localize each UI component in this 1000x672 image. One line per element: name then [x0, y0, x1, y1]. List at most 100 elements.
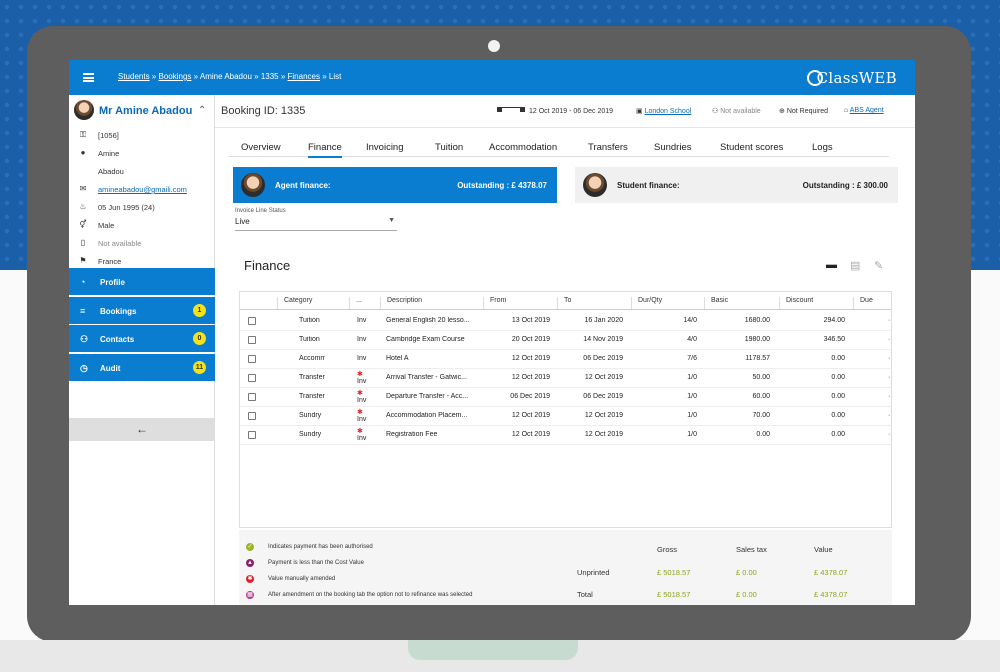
sidebar-item-contacts[interactable]: ⚇ Contacts 0	[69, 325, 215, 352]
school[interactable]: ▣ London School	[636, 107, 691, 115]
agent-link[interactable]: ABS Agent	[849, 107, 884, 114]
cell-basic: 1980.00	[744, 336, 770, 343]
row-checkbox[interactable]	[248, 412, 256, 420]
sidebar: Mr Amine Abadou ⌃ ⚿ [1056] ● Amine Abadou ✉ am…	[69, 95, 215, 605]
table-row[interactable]: Accommo... Inv Hotel A 12 Oct 2019 06 Dec 20…	[240, 350, 891, 369]
summary-value: £ 4378.07	[814, 590, 848, 599]
cell-discount: 0.00	[831, 431, 845, 438]
cell-category: Tuition	[299, 317, 320, 324]
column-header[interactable]: Discount	[779, 297, 813, 309]
tab-transfers[interactable]: Transfers	[588, 142, 628, 153]
sidebar-item-profile[interactable]: ◔ Profile	[69, 268, 215, 295]
collapse-sidebar-button[interactable]: ←	[69, 418, 215, 441]
profile-icon: ◔	[80, 277, 86, 287]
row-checkbox[interactable]	[248, 336, 256, 344]
cell-to: 12 Oct 2019	[584, 374, 623, 381]
agent[interactable]: ⌂ ABS Agent	[844, 107, 884, 114]
cell-from: 12 Oct 2019	[511, 431, 550, 438]
student-finance-label: Student finance:	[617, 181, 680, 190]
column-header[interactable]: Basic	[704, 297, 728, 309]
row-checkbox[interactable]	[248, 374, 256, 382]
invoice-status-label: Invoice Line Status	[235, 208, 286, 214]
legend-icon: ✱	[246, 575, 254, 583]
column-header[interactable]: Category	[277, 297, 312, 309]
breadcrumb-item[interactable]: Finances	[287, 72, 320, 81]
edit-icon[interactable]: ✎	[874, 260, 884, 272]
booking-dates: 12 Oct 2019 - 06 Dec 2019	[529, 108, 614, 115]
cell-to: 12 Oct 2019	[584, 431, 623, 438]
summary-gross: £ 5018.57	[657, 590, 691, 599]
column-header[interactable]: Description	[380, 297, 422, 309]
row-overflow: ·	[888, 336, 891, 343]
row-checkbox[interactable]	[248, 355, 256, 363]
agent-icon: ⌂	[844, 107, 850, 114]
breadcrumb-separator: »	[251, 72, 261, 81]
breadcrumb-item[interactable]: Bookings	[158, 72, 192, 81]
agent-finance-card[interactable]: Agent finance: Outstanding : £ 4378.07	[233, 167, 557, 203]
cell-to: 12 Oct 2019	[584, 412, 623, 419]
logo-ring-icon	[806, 70, 823, 86]
breadcrumb-separator: »	[278, 72, 288, 81]
cell-description: Registration Fee	[386, 431, 438, 438]
cell-type: Inv	[357, 355, 367, 362]
tab-logs[interactable]: Logs	[812, 142, 833, 153]
amended-icon: ✱	[357, 371, 363, 378]
cell-description: Arrival Transfer - Gatwic...	[386, 374, 467, 381]
table-row[interactable]: Tuition Inv General English 20 lesso... 13 …	[240, 312, 891, 331]
cell-type: Inv	[357, 397, 367, 404]
summary-value: £ 4378.07	[814, 568, 848, 577]
column-header[interactable]: ...	[349, 297, 362, 309]
invoice-status-select[interactable]: Live ▼	[235, 217, 397, 231]
cell-discount: 0.00	[831, 355, 845, 362]
tab-finance[interactable]: Finance	[308, 142, 342, 158]
column-header[interactable]: Dur/Qty	[631, 297, 662, 309]
info-text: Not available	[98, 239, 142, 248]
table-row[interactable]: Transfer Inv Arrival Transfer - Gatwic... 1…	[240, 369, 891, 388]
school-link[interactable]: London School	[644, 108, 692, 115]
info-text: France	[98, 257, 122, 266]
row-checkbox[interactable]	[248, 317, 256, 325]
tab-student-scores[interactable]: Student scores	[720, 142, 784, 153]
cell-from: 13 Oct 2019	[511, 317, 550, 324]
key-icon: ⚿	[79, 130, 87, 139]
user-icon: ●	[80, 148, 86, 157]
summary-tax: £ 0.00	[736, 568, 757, 577]
row-checkbox[interactable]	[248, 393, 256, 401]
table-row[interactable]: Sundry Inv Registration Fee 12 Oct 2019 12 O…	[240, 426, 891, 445]
legend-icon: ✓	[246, 543, 254, 551]
sidebar-item-label: Contacts	[100, 335, 135, 344]
breadcrumb-item[interactable]: Students	[118, 72, 150, 81]
tab-sundries[interactable]: Sundries	[654, 142, 692, 153]
tab-tuition[interactable]: Tuition	[435, 142, 464, 153]
tab-accommodation[interactable]: Accommodation	[489, 142, 558, 153]
info-row: ♨ 05 Jun 1995 (24)	[69, 200, 215, 217]
cell-from: 12 Oct 2019	[511, 412, 550, 419]
sidebar-item-audit[interactable]: ◷ Audit 11	[69, 353, 215, 381]
tab-bar: Overview Finance Invoicing Tuition Accommoda…	[229, 137, 889, 158]
logo-text: lassWEB	[828, 69, 897, 87]
column-header[interactable]: From	[483, 297, 506, 309]
document-icon[interactable]: ▤	[850, 260, 861, 272]
table-row[interactable]: Tuition Inv Cambridge Exam Course 20 Oct 20…	[240, 331, 891, 350]
amended-icon: ✱	[357, 409, 363, 416]
tab-invoicing[interactable]: Invoicing	[366, 142, 404, 153]
column-header[interactable]: To	[557, 297, 571, 309]
column-header[interactable]: Due	[853, 297, 873, 309]
row-checkbox[interactable]	[248, 431, 256, 439]
table-row[interactable]: Transfer Inv Departure Transfer - Acc... 06…	[240, 388, 891, 407]
table-row[interactable]: Sundry Inv Accommodation Placem... 12 Oct 2…	[240, 407, 891, 426]
agent-outstanding: Outstanding : £ 4378.07	[457, 181, 547, 190]
tab-overview[interactable]: Overview	[241, 142, 281, 153]
student-finance-card[interactable]: Student finance: Outstanding : £ 300.00	[575, 167, 898, 203]
menu-icon[interactable]	[83, 73, 94, 82]
legend-text: Value manually amended	[268, 576, 336, 582]
summary-row-label: Unprinted	[577, 568, 610, 577]
comment-icon[interactable]: ▬	[826, 259, 837, 271]
summary-tax: £ 0.00	[736, 590, 757, 599]
cell-discount: 294.00	[823, 317, 845, 324]
info-text[interactable]: amineabadou@gmaili.com	[98, 185, 187, 194]
info-text: Abadou	[98, 167, 124, 176]
sidebar-item-bookings[interactable]: ≡ Bookings 1	[69, 296, 215, 324]
booking-header: Booking ID: 1335 12 Oct 2019 - 06 Dec 20…	[215, 95, 915, 128]
chevron-up-icon[interactable]: ⌃	[198, 105, 207, 116]
